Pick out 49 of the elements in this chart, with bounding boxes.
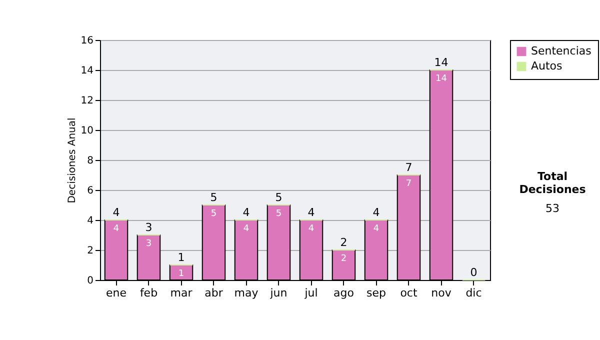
data-label: 2	[340, 254, 347, 264]
x-tick-label: ene	[106, 286, 127, 300]
total-label: 7	[405, 161, 412, 174]
y-tick-label: 4	[87, 216, 94, 226]
x-tick-label: ago	[334, 286, 354, 300]
legend-label: Sentencias	[531, 44, 592, 58]
text: Total Decisiones	[518, 170, 587, 196]
x-tick-label: abr	[204, 286, 224, 300]
x-tick-label: may	[234, 286, 259, 300]
x-tick-label: dic	[466, 286, 482, 300]
y-tick-label: 14	[80, 66, 94, 76]
x-tick-label: feb	[140, 286, 158, 300]
y-tick-label: 10	[80, 126, 94, 136]
y-tick-label: 16	[80, 36, 94, 46]
total-label: 0	[470, 266, 478, 279]
data-label: 5	[276, 209, 282, 219]
data-label: 4	[373, 224, 380, 234]
total-label: 4	[242, 206, 250, 219]
data-label: 14	[436, 74, 448, 84]
total-label: 4	[372, 206, 380, 219]
y-tick-label: 6	[87, 186, 94, 196]
data-label: 3	[146, 239, 152, 249]
x-tick-label: oct	[400, 286, 418, 300]
total-label: 4	[112, 206, 120, 219]
total-label: 4	[308, 206, 315, 219]
x-tick-label: jul	[304, 286, 318, 300]
data-label: 4	[113, 224, 120, 234]
y-tick-label: 0	[87, 276, 94, 286]
y-axis-title: Decisiones Anual	[66, 118, 78, 204]
y-tick-label: 8	[87, 156, 94, 166]
total-label: 3	[145, 221, 152, 234]
data-label: 1	[178, 269, 184, 279]
total-label: 14	[434, 56, 448, 69]
total-label: 5	[275, 191, 282, 204]
data-label: 5	[210, 209, 217, 219]
total-label: 1	[178, 251, 185, 264]
x-tick-label: nov	[431, 286, 452, 300]
text: 53	[544, 202, 560, 215]
total-label: 5	[210, 191, 218, 204]
x-tick-label: sep	[366, 286, 386, 300]
data-label: 7	[406, 179, 412, 189]
data-label: 4	[243, 224, 250, 234]
data-label: 4	[308, 224, 314, 234]
x-tick-label: mar	[170, 286, 193, 300]
total-label: 2	[340, 236, 348, 249]
y-tick-label: 2	[87, 246, 94, 256]
legend-label: Autos	[531, 60, 563, 72]
y-tick-label: 12	[80, 96, 94, 106]
x-tick-label: jun	[269, 286, 288, 300]
